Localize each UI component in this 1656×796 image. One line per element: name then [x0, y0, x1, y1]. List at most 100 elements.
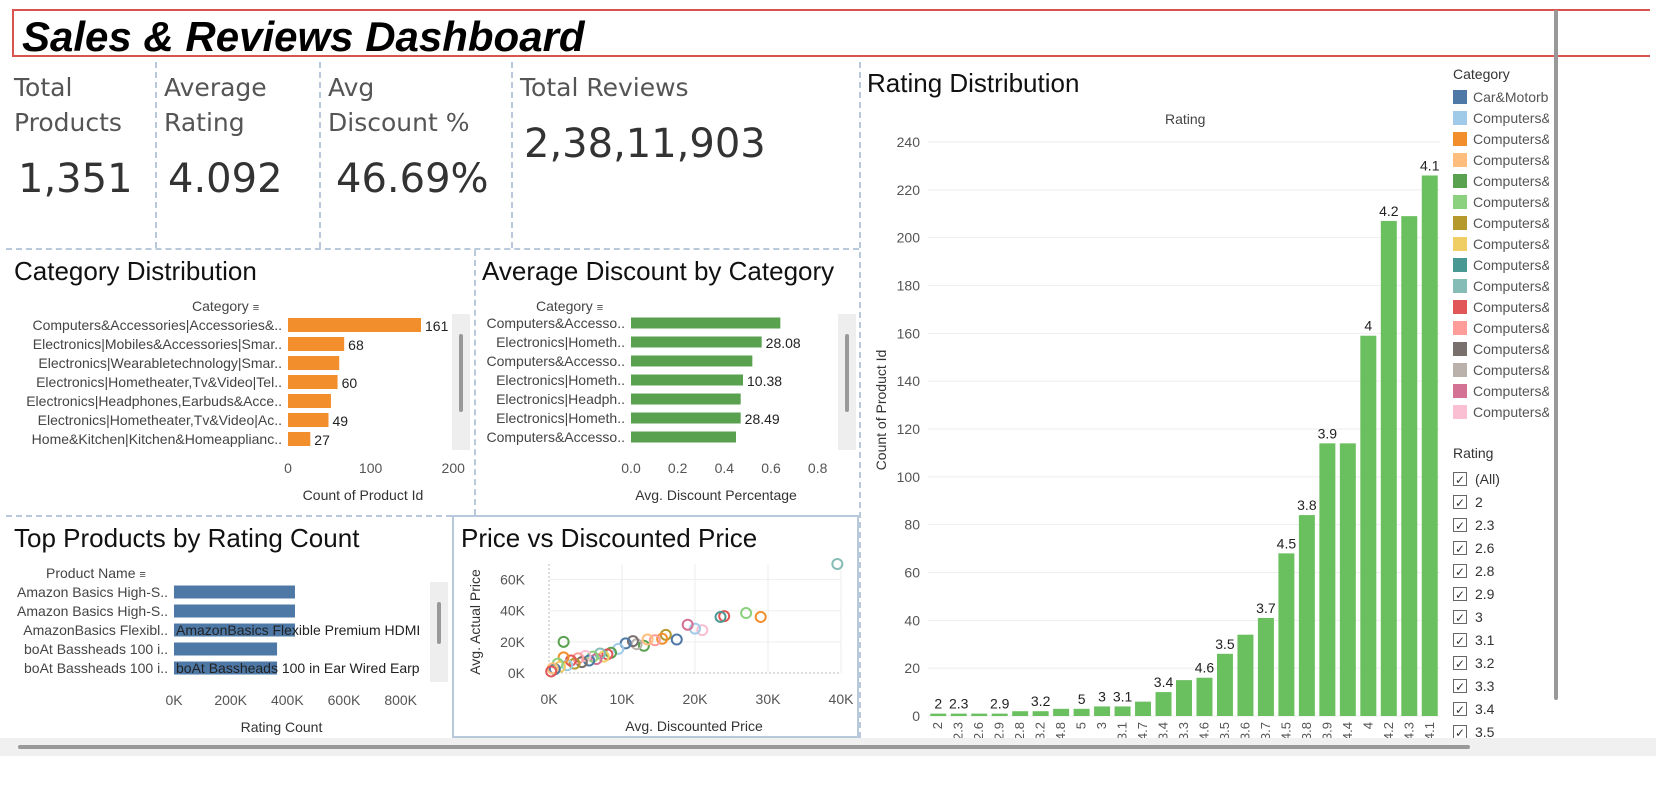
sort-icon[interactable]: ≡: [596, 302, 604, 314]
tick-label: 0.6: [761, 460, 781, 476]
y-tick-label: 80: [904, 517, 920, 533]
legend-item[interactable]: Computers&Accessories: [1453, 296, 1549, 317]
checkbox-checked-icon[interactable]: ✓: [1453, 494, 1467, 510]
legend-item[interactable]: Computers&Accessories: [1453, 359, 1549, 380]
checkbox-checked-icon[interactable]: ✓: [1453, 678, 1467, 694]
rating-filter-option[interactable]: ✓ 3: [1453, 605, 1549, 628]
rating-filter-option[interactable]: ✓ (All): [1453, 467, 1549, 490]
scrollbar-thumb[interactable]: [18, 745, 1470, 749]
checkbox-checked-icon[interactable]: ✓: [1453, 609, 1467, 625]
tick-label: 0.4: [715, 460, 735, 476]
legend-item[interactable]: Computers&Accessories: [1453, 128, 1549, 149]
legend-item[interactable]: Computers&Accessories: [1453, 107, 1549, 128]
selected-panel-border: [452, 515, 859, 738]
checkbox-checked-icon[interactable]: ✓: [1453, 724, 1467, 740]
x-tick-label: 4: [1360, 722, 1375, 729]
kpi-label: Products: [14, 108, 122, 137]
legend-item[interactable]: Computers&Accessories: [1453, 380, 1549, 401]
legend-swatch: [1453, 89, 1467, 104]
sort-icon[interactable]: ≡: [139, 569, 146, 581]
data-label: 2.3: [949, 696, 969, 712]
rating-filter-title: Rating: [1453, 445, 1494, 461]
bar: [631, 374, 743, 386]
category-scrollbar[interactable]: [452, 314, 470, 450]
top-products-scrollbar[interactable]: [430, 582, 448, 682]
category-distribution-chart: Computers&Accessories|Accessories&.. 161 E…: [26, 317, 466, 503]
sort-icon[interactable]: ≡: [252, 302, 260, 314]
page-horizontal-scrollbar[interactable]: [0, 738, 1656, 756]
checkbox-checked-icon[interactable]: ✓: [1453, 586, 1467, 602]
checkbox-checked-icon[interactable]: ✓: [1453, 540, 1467, 556]
rating-filter-option[interactable]: ✓ 3.4: [1453, 697, 1549, 720]
legend-item[interactable]: Computers&Accessories: [1453, 317, 1549, 338]
checkbox-checked-icon[interactable]: ✓: [1453, 563, 1467, 579]
checkbox-checked-icon[interactable]: ✓: [1453, 517, 1467, 533]
x-tick-label: 4.6: [1196, 722, 1211, 738]
category-header[interactable]: Category ≡: [192, 298, 259, 314]
data-label: 49: [332, 413, 348, 429]
rating-filter-label: 2: [1475, 493, 1483, 510]
rating-filter-option[interactable]: ✓ 2.8: [1453, 559, 1549, 582]
legend-item[interactable]: Computers&Accessories: [1453, 254, 1549, 275]
x-tick-label: 4.3: [1401, 722, 1416, 738]
scatter-point: [637, 639, 650, 652]
divider: [474, 250, 476, 515]
bar: [1298, 515, 1315, 716]
kpi-label: Total: [14, 73, 73, 102]
legend-label: Computers&Accessories: [1473, 193, 1549, 210]
rating-filter-option[interactable]: ✓ 2.6: [1453, 536, 1549, 559]
discount-scrollbar[interactable]: [838, 314, 856, 450]
legend-item[interactable]: Car&Motorbike: [1453, 86, 1549, 107]
bar: [288, 394, 331, 408]
rating-filter-option[interactable]: ✓ 3.5: [1453, 720, 1549, 743]
legend-item[interactable]: Computers&Accessories: [1453, 212, 1549, 233]
legend-items: Car&Motorbike Computers&Accessories Comput…: [1453, 86, 1549, 422]
x-tick-label: 4.7: [1135, 722, 1150, 738]
x-tick-label: 30K: [756, 691, 782, 707]
kpi-total-reviews: Total Reviews 2,38,11,903: [520, 70, 850, 167]
legend-item[interactable]: Computers&Accessories: [1453, 275, 1549, 296]
rating-filter-label: 3.1: [1475, 631, 1495, 648]
scatter-point: [557, 635, 570, 648]
checkbox-checked-icon[interactable]: ✓: [1453, 471, 1467, 487]
rating-filter-option[interactable]: ✓ 3.1: [1453, 628, 1549, 651]
scrollbar-thumb[interactable]: [459, 334, 463, 412]
bar: [1094, 706, 1111, 716]
legend-swatch: [1453, 152, 1467, 167]
scrollbar-thumb[interactable]: [437, 602, 441, 644]
rating-filter-option[interactable]: ✓ 2.3: [1453, 513, 1549, 536]
data-label: 3.5: [1215, 636, 1235, 652]
bar: [1421, 175, 1438, 716]
x-tick-label: 3.5: [1217, 722, 1232, 738]
bar: [288, 337, 345, 351]
scatter-point: [740, 607, 753, 620]
legend-item[interactable]: Computers&Accessories: [1453, 401, 1549, 422]
rating-filter-option[interactable]: ✓ 3.3: [1453, 674, 1549, 697]
legend-item[interactable]: Computers&Accessories: [1453, 170, 1549, 191]
legend-item[interactable]: Computers&Accessories: [1453, 149, 1549, 170]
tick-label: 200: [442, 460, 466, 476]
legend-item[interactable]: Computers&Accessories: [1453, 233, 1549, 254]
legend-item[interactable]: Computers&Accessories: [1453, 338, 1549, 359]
scrollbar-thumb[interactable]: [845, 334, 849, 412]
rating-filter-option[interactable]: ✓ 2: [1453, 490, 1549, 513]
checkbox-checked-icon[interactable]: ✓: [1453, 632, 1467, 648]
bar: [1339, 443, 1356, 716]
legend-label: Computers&Accessories: [1473, 172, 1549, 189]
rating-filter-option[interactable]: ✓ 2.9: [1453, 582, 1549, 605]
checkbox-checked-icon[interactable]: ✓: [1453, 701, 1467, 717]
page-vertical-scrollbar[interactable]: [1554, 10, 1558, 700]
discount-category-header[interactable]: Category ≡: [536, 298, 603, 314]
data-label: 28.08: [766, 335, 801, 351]
bar: [1196, 677, 1213, 716]
legend-item[interactable]: Computers&Accessories: [1453, 191, 1549, 212]
kpi-label: Rating: [164, 108, 245, 137]
checkbox-checked-icon[interactable]: ✓: [1453, 655, 1467, 671]
legend-swatch: [1453, 404, 1467, 419]
y-tick-label: 120: [897, 421, 921, 437]
rating-filter-option[interactable]: ✓ 3.2: [1453, 651, 1549, 674]
product-name-header[interactable]: Product Name ≡: [46, 565, 146, 581]
legend-swatch: [1453, 383, 1467, 398]
data-label: boAt Bassheads 100 in Ear Wired Earp: [176, 660, 420, 676]
tick-label: 100: [359, 460, 383, 476]
